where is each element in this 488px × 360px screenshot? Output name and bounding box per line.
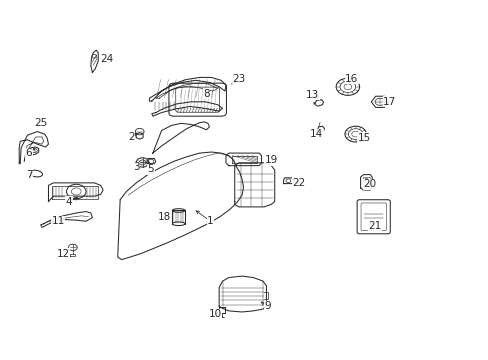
Text: 16: 16 [345, 74, 358, 84]
Text: 12: 12 [57, 248, 70, 258]
Text: 23: 23 [231, 74, 245, 84]
Text: 6: 6 [25, 148, 32, 158]
Text: 7: 7 [25, 170, 32, 180]
Text: 4: 4 [65, 197, 72, 207]
Text: 19: 19 [264, 155, 277, 165]
Text: 24: 24 [100, 54, 113, 64]
Text: 3: 3 [133, 162, 139, 172]
Text: 17: 17 [383, 97, 396, 107]
Text: 20: 20 [363, 179, 376, 189]
Text: 18: 18 [157, 212, 170, 221]
Text: 2: 2 [128, 132, 134, 142]
Text: 1: 1 [206, 216, 213, 226]
Text: 9: 9 [264, 301, 271, 311]
Text: 15: 15 [357, 133, 370, 143]
Text: 10: 10 [208, 310, 222, 319]
Text: 11: 11 [52, 216, 65, 226]
Text: 5: 5 [147, 164, 154, 174]
Text: 14: 14 [309, 129, 323, 139]
Text: 25: 25 [34, 118, 47, 128]
Text: 22: 22 [292, 178, 305, 188]
Text: 21: 21 [368, 221, 381, 231]
Text: 13: 13 [305, 90, 319, 100]
Text: 8: 8 [203, 89, 209, 99]
